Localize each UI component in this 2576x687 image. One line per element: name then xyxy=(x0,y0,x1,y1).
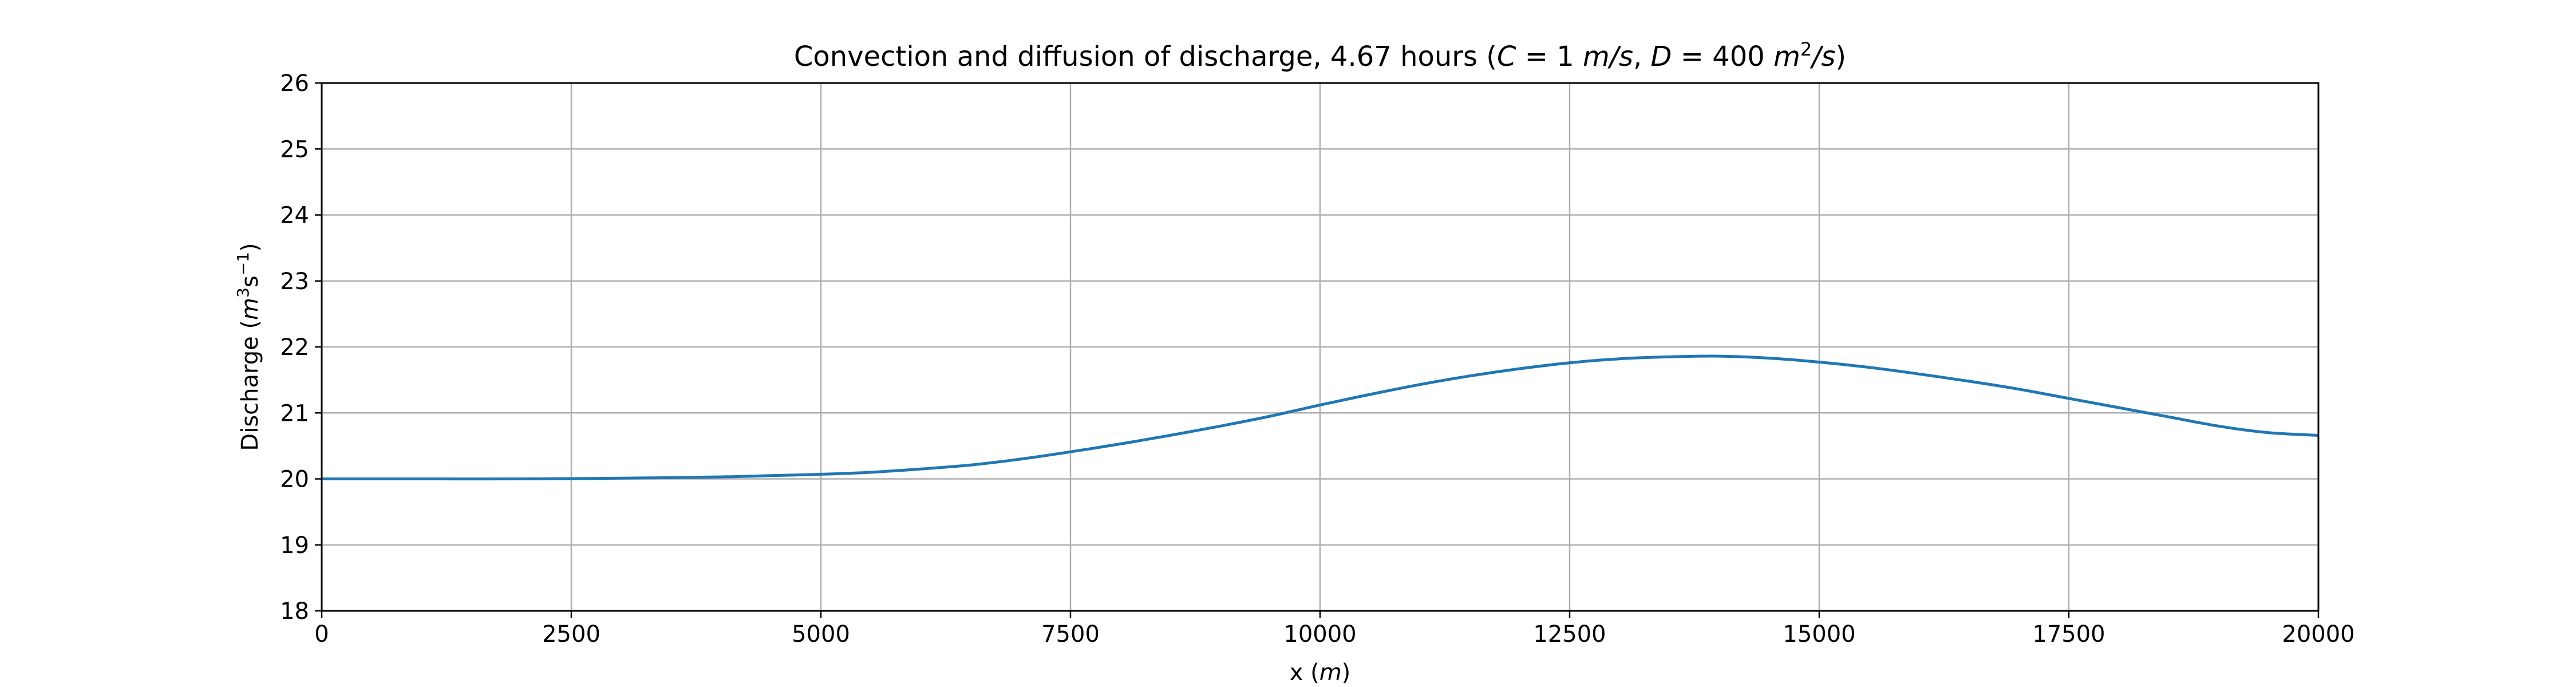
discharge-line xyxy=(322,354,2319,481)
y-tick-label: 26 xyxy=(280,70,309,97)
y-tick-label: 20 xyxy=(280,467,309,493)
x-axis-label: x (m) xyxy=(1290,660,1351,686)
y-tick-label: 19 xyxy=(280,532,309,559)
x-tick-label: 2500 xyxy=(542,621,600,647)
chart-title: Convection and diffusion of discharge, 4… xyxy=(794,38,1846,73)
x-tick-label: 5000 xyxy=(792,621,850,647)
y-tick-label: 23 xyxy=(280,269,309,295)
y-axis-label: Discharge (m3s−1) xyxy=(234,243,263,451)
y-tick-label: 21 xyxy=(280,400,309,427)
x-tick-label: 12500 xyxy=(1533,621,1606,647)
y-tick-label: 25 xyxy=(280,136,309,163)
x-tick-label: 7500 xyxy=(1041,621,1100,647)
x-tick-label: 0 xyxy=(314,621,329,647)
x-tick-label: 17500 xyxy=(2032,621,2105,647)
x-tick-label: 10000 xyxy=(1283,621,1356,647)
x-axis-ticks: 0 2500 5000 7500 10000 12500 15000 17500 20000 xyxy=(314,611,2355,647)
x-tick-label: 15000 xyxy=(1783,621,1855,647)
y-tick-label: 24 xyxy=(280,203,309,229)
series-layer xyxy=(322,354,2319,481)
y-tick-label: 22 xyxy=(280,334,309,361)
x-tick-label: 20000 xyxy=(2282,621,2354,647)
y-axis-ticks: 18 19 20 21 22 23 24 25 26 xyxy=(280,70,322,625)
y-tick-label: 18 xyxy=(280,598,309,625)
